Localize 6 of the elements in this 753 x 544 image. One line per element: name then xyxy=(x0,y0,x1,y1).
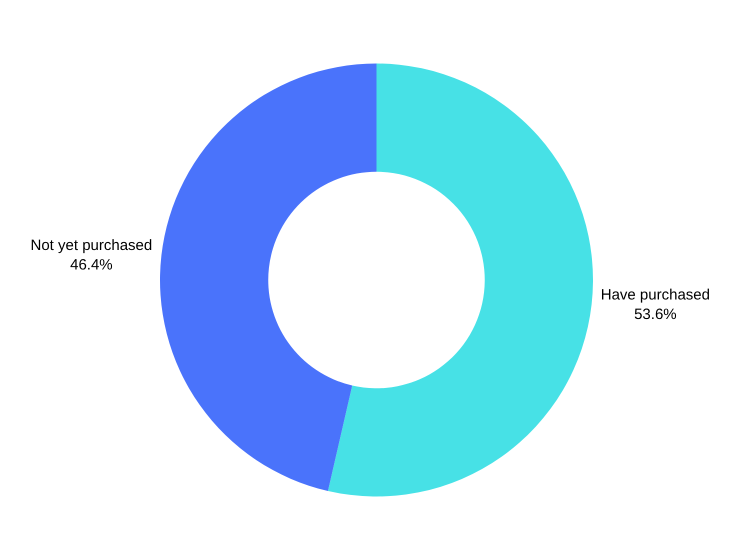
donut-slice xyxy=(160,64,376,491)
slice-label: Not yet purchased xyxy=(30,237,152,254)
data-label: 46.4% xyxy=(70,256,113,274)
donut-slice xyxy=(328,64,593,496)
slice-label: Have purchased xyxy=(600,286,710,304)
data-label: 53.6% xyxy=(634,306,677,323)
